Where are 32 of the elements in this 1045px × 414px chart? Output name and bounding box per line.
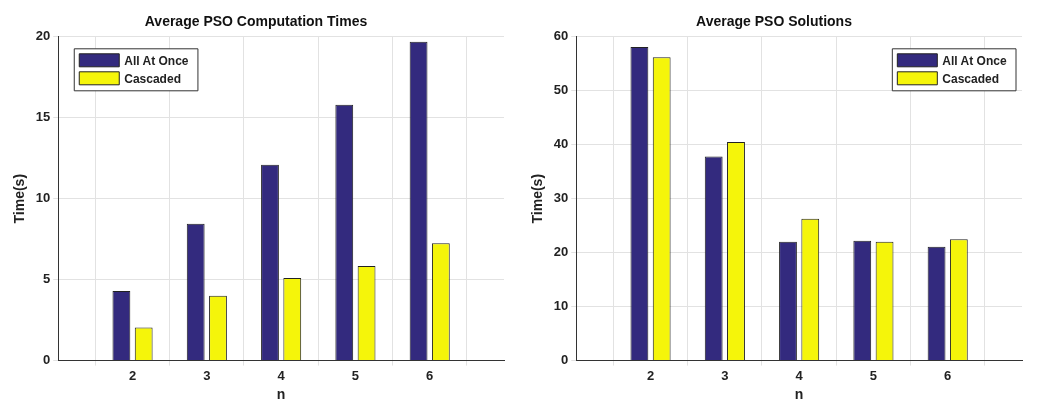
x-tick-label: 2 — [646, 367, 655, 383]
y-tick-label: 50 — [553, 82, 569, 98]
legend-label: All At Once — [124, 53, 189, 68]
legend-label: Cascaded — [124, 71, 181, 86]
y-tick-label: 0 — [561, 352, 569, 368]
chart-title: Average PSO Computation Times — [144, 13, 368, 30]
x-tick-label: 4 — [795, 367, 804, 383]
y-axis-title: Time(s) — [529, 173, 546, 224]
legend-label: Cascaded — [942, 71, 1000, 86]
x-axis-title: n — [794, 386, 804, 403]
x-tick-label: 3 — [203, 367, 211, 383]
x-tick-label: 6 — [944, 367, 952, 383]
x-tick-label: 5 — [869, 367, 878, 383]
x-tick-label: 3 — [721, 367, 729, 383]
y-tick-label: 5 — [43, 271, 51, 287]
legend-label: All At Once — [942, 53, 1007, 68]
x-tick-label: 6 — [426, 367, 434, 383]
x-tick-label: 4 — [277, 367, 286, 383]
y-tick-label: 0 — [43, 352, 51, 368]
x-tick-label: 5 — [351, 367, 360, 383]
y-tick-label: 15 — [35, 109, 51, 125]
x-tick-label: 2 — [128, 367, 137, 383]
y-tick-label: 60 — [553, 28, 569, 44]
y-tick-label: 40 — [553, 136, 569, 152]
x-axis-title: n — [276, 386, 286, 403]
y-axis-title: Time(s) — [11, 173, 28, 224]
y-tick-label: 20 — [553, 244, 569, 260]
y-tick-label: 10 — [553, 298, 569, 314]
y-tick-label: 30 — [553, 190, 569, 206]
chart-title: Average PSO Solutions — [696, 13, 853, 30]
y-tick-label: 10 — [35, 190, 51, 206]
y-tick-label: 20 — [35, 28, 51, 44]
